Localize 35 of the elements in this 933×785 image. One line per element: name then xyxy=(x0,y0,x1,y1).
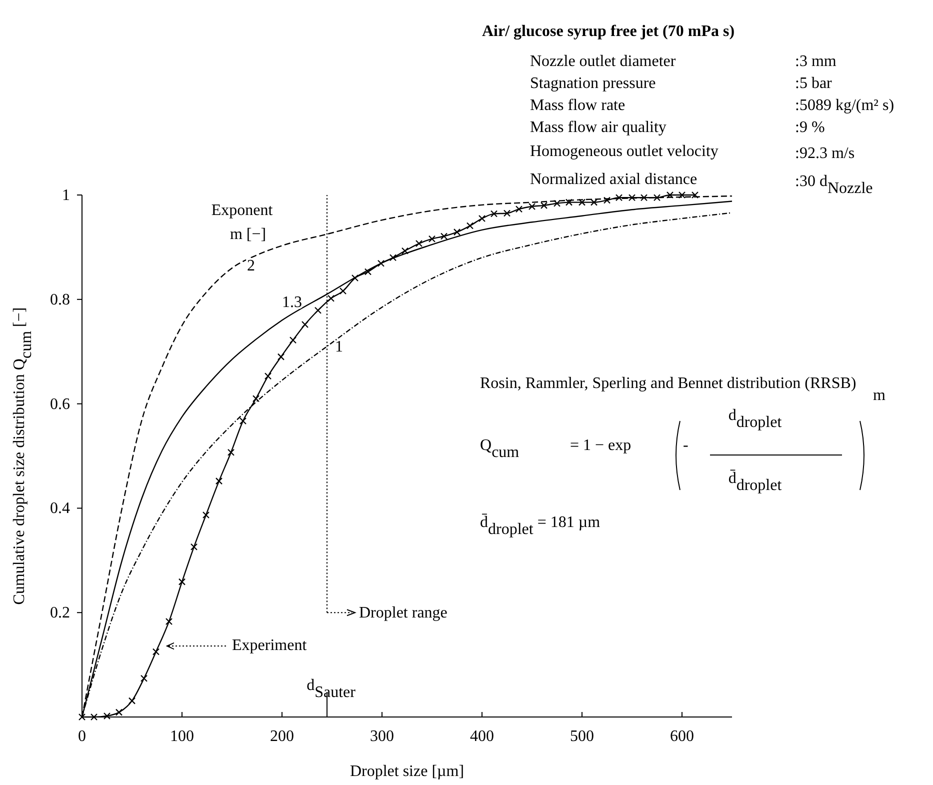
text: :9 % xyxy=(795,119,825,136)
x-tick-label: 100 xyxy=(170,728,194,745)
x-tick-label: 400 xyxy=(470,728,494,745)
y-tick-label: 0.4 xyxy=(50,500,70,518)
annotation: Experiment xyxy=(232,637,308,654)
annotation: Droplet range xyxy=(359,604,448,622)
text: :3 mm xyxy=(795,53,837,70)
y-tick-label: 0.6 xyxy=(50,396,70,413)
text: Mass flow air quality xyxy=(530,119,666,136)
series-label: 2 xyxy=(247,258,255,275)
y-tick-label: 1 xyxy=(62,187,70,204)
text: Nozzle outlet diameter xyxy=(530,53,676,70)
chart-title: Air/ glucose syrup free jet (70 mPa s) xyxy=(482,23,735,40)
y-tick-label: 0.2 xyxy=(50,604,70,622)
text: m xyxy=(873,387,886,404)
x-tick-label: 200 xyxy=(270,728,294,745)
x-tick-label: 500 xyxy=(570,728,594,745)
series-label: 1.3 xyxy=(282,294,302,312)
annotation: = 1 − exp xyxy=(570,437,632,454)
legend-title: Exponent m [−] xyxy=(211,202,274,243)
text: Homogeneous outlet velocity xyxy=(530,143,718,160)
text: Mass flow rate xyxy=(530,97,626,114)
x-tick-label: 600 xyxy=(670,728,694,745)
series-label: 1 xyxy=(335,338,343,356)
text: Stagnation pressure xyxy=(530,75,656,92)
text: :92.3 m/s xyxy=(795,145,855,162)
annotation: - xyxy=(683,437,688,454)
text: :5 bar xyxy=(795,75,833,92)
x-tick-label: 0 xyxy=(78,728,86,745)
text: :5089 kg/(m² s) xyxy=(795,97,894,114)
text: Normalized axial distance xyxy=(530,171,698,188)
y-tick-label: 0.8 xyxy=(50,291,70,308)
annotation: Rosin, Rammler, Sperling and Bennet distribution (RRSB) xyxy=(480,375,856,392)
x-axis-title: Droplet size [µm] xyxy=(350,763,464,780)
x-tick-label: 300 xyxy=(370,728,394,745)
